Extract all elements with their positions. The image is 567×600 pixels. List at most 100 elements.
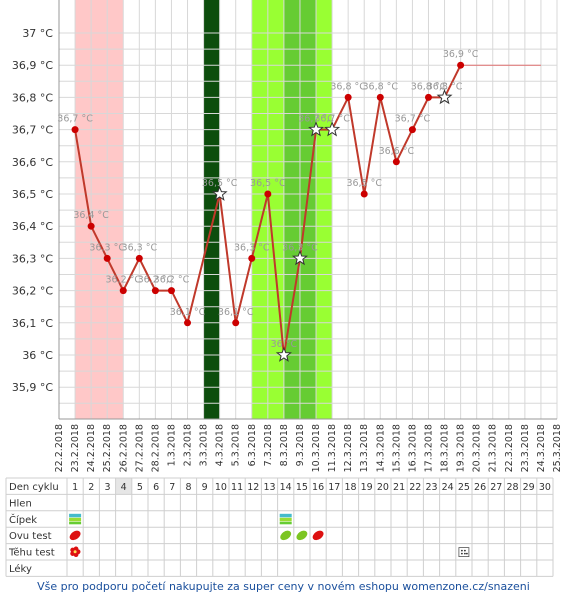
dot-marker [87,222,95,230]
x-tick-label: 21.3.2018 [488,424,499,472]
x-tick-label: 2.3.2018 [183,424,194,466]
dot-marker [151,287,159,295]
footer-promo[interactable]: Vše pro podporu početí nakupujte za supe… [37,580,530,593]
cycle-day-label: 16 [312,482,324,493]
series-line [74,64,462,356]
cycle-day-label: 28 [506,482,518,493]
data-label: 36,8 °C [363,81,399,92]
dot-marker [71,126,79,134]
star-marker [211,185,228,201]
dot-marker [119,287,127,295]
data-label: 36,3 °C [282,242,318,253]
dot-marker [264,190,272,198]
cycle-day-label: 2 [88,482,94,493]
x-tick-label: 23.2.2018 [70,424,81,472]
star-marker [308,121,325,137]
y-tick-label: 36,8 °C [12,91,53,104]
dot-marker [167,287,175,295]
cycle-day-label: 14 [280,482,292,493]
x-tick-label: 1.3.2018 [166,424,177,466]
cycle-day-label: 6 [153,482,159,493]
cycle-day-label: 5 [137,482,143,493]
dot-marker [392,158,400,166]
x-tick-label: 25.2.2018 [102,424,113,472]
x-tick-label: 25.3.2018 [552,424,563,472]
x-tick-label: 24.2.2018 [86,424,97,472]
table-row-label: Ovu test [9,531,52,542]
x-tick-label: 26.2.2018 [118,424,129,472]
star-marker [436,88,453,105]
dot-marker [408,126,416,134]
cycle-day-label: 23 [425,482,437,493]
x-tick-label: 7.3.2018 [263,424,274,466]
dot-marker [184,319,192,327]
x-tick-label: 22.3.2018 [504,424,515,472]
x-tick-label: 19.3.2018 [456,424,467,472]
cycle-day-label: 27 [490,482,502,493]
dot-marker [424,93,432,101]
cervix-mark-top [69,513,82,518]
cycle-day-label: 26 [474,482,486,493]
cycle-day-label: 13 [263,482,275,493]
y-tick-label: 36,9 °C [12,59,53,72]
y-tick-label: 36 °C [22,349,53,362]
dot-marker [376,93,384,101]
table-row-label: Léky [9,563,32,575]
band-1 [203,0,220,419]
x-tick-label: 4.3.2018 [215,424,226,466]
x-tick-label: 5.3.2018 [231,424,242,466]
data-label: 36,7 °C [57,114,93,125]
data-label: 36,8 °C [427,81,463,92]
x-tick-label: 3.3.2018 [199,424,210,466]
pregnancy-flower-petal [73,546,79,552]
x-tick-label: 9.3.2018 [295,424,306,466]
y-tick-label: 36,2 °C [12,285,53,298]
data-label: 36,3 °C [89,242,125,253]
cycle-day-label: 7 [169,482,175,493]
data-label: 36,1 °C [170,307,206,318]
table-row-label: Den cyklu [9,482,59,493]
data-label: 36,3 °C [234,242,270,253]
pregnancy-test-dot [464,549,466,552]
x-tick-label: 12.3.2018 [343,424,354,472]
dot-marker [103,254,111,262]
pregnancy-test-dot [466,552,468,555]
pregnancy-flower-center [73,550,77,554]
x-tick-label: 23.3.2018 [520,424,531,472]
cervix-mark-mid [69,517,82,522]
x-tick-label: 6.3.2018 [247,424,258,466]
bbt-chart: 35,9 °C 36 °C 36,1 °C 36,2 °C 36,3 °C 36,4 °C… [5,0,563,577]
pregnancy-test-dot [461,549,463,552]
ovu-test-leaf [296,530,308,541]
dot-marker [360,190,368,198]
cycle-day-label: 12 [247,482,259,493]
cycle-day-label: 15 [296,482,308,493]
data-label: 36,5 °C [202,178,238,189]
dot-marker [135,254,143,262]
x-tick-label: 28.2.2018 [150,424,161,472]
x-tick-label: 14.3.2018 [375,424,386,472]
data-label: 36,5 °C [250,178,286,189]
table-row-label: Hlen [9,498,32,509]
cycle-day-label: 10 [215,482,227,493]
dot-marker [344,93,352,101]
y-tick-label: 36,3 °C [12,252,53,265]
cycle-day-label: 29 [523,482,535,493]
ovu-test-leaf [69,530,81,541]
x-tick-label: 10.3.2018 [311,424,322,472]
cycle-day-label: 24 [442,482,454,493]
data-label: 36,7 °C [395,114,431,125]
x-tick-label: 18.3.2018 [440,424,451,472]
y-tick-label: 36,5 °C [12,188,53,201]
data-label: 36 °C [271,339,298,350]
data-label: 36,2 °C [154,275,190,286]
data-label: 36,4 °C [73,210,109,221]
x-tick-label: 15.3.2018 [391,424,402,472]
cycle-day-label: 1 [72,482,78,493]
y-tick-label: 36,1 °C [12,317,53,330]
x-tick-label: 13.3.2018 [359,424,370,472]
cycle-day-label: 9 [202,482,208,493]
data-label: 36,1 °C [218,307,254,318]
cycle-day-label: 3 [104,482,110,493]
data-label: 36,2 °C [105,275,141,286]
